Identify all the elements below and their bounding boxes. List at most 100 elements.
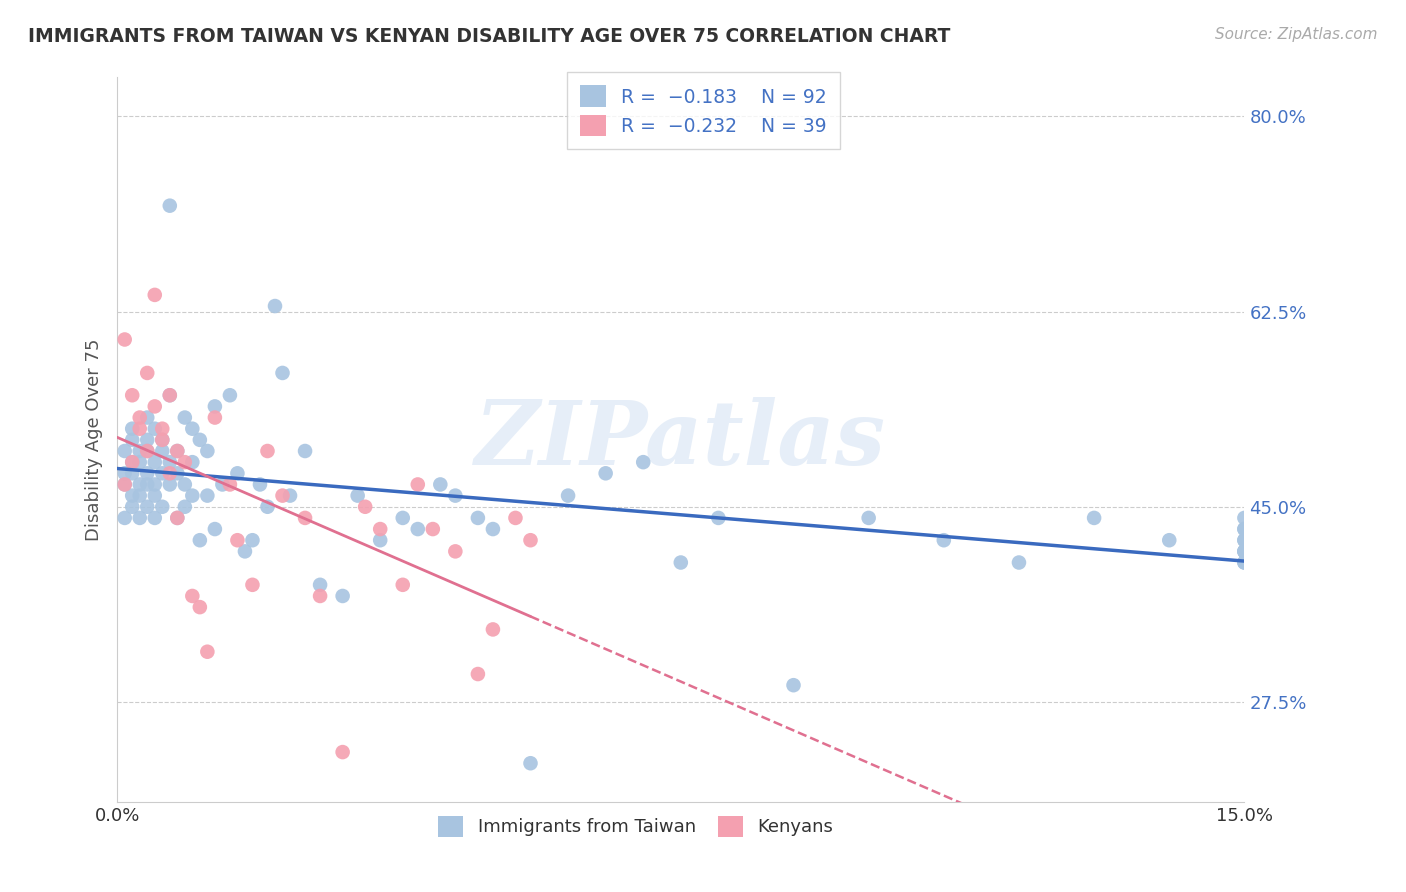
Point bbox=[505, 511, 527, 525]
Point bbox=[406, 522, 429, 536]
Y-axis label: Disability Age Over 75: Disability Age Over 75 bbox=[86, 339, 103, 541]
Point bbox=[173, 477, 195, 491]
Point bbox=[181, 589, 204, 603]
Point bbox=[264, 299, 287, 313]
Point bbox=[159, 388, 181, 402]
Point bbox=[181, 489, 204, 503]
Point bbox=[143, 489, 166, 503]
Point bbox=[173, 500, 195, 514]
Point bbox=[150, 444, 173, 458]
Point bbox=[181, 455, 204, 469]
Point bbox=[309, 578, 332, 592]
Point bbox=[1233, 556, 1256, 570]
Point bbox=[332, 745, 354, 759]
Text: ZIPatlas: ZIPatlas bbox=[475, 397, 886, 483]
Point bbox=[1233, 522, 1256, 536]
Point bbox=[166, 444, 188, 458]
Point bbox=[188, 533, 211, 548]
Point bbox=[150, 433, 173, 447]
Point bbox=[166, 511, 188, 525]
Point bbox=[1233, 544, 1256, 558]
Point bbox=[242, 533, 264, 548]
Point bbox=[1233, 533, 1256, 548]
Point bbox=[136, 477, 159, 491]
Point bbox=[159, 199, 181, 213]
Point bbox=[422, 522, 444, 536]
Point bbox=[114, 444, 136, 458]
Point bbox=[121, 467, 143, 481]
Point bbox=[128, 477, 150, 491]
Point bbox=[256, 500, 278, 514]
Point bbox=[121, 455, 143, 469]
Point bbox=[159, 388, 181, 402]
Point bbox=[121, 489, 143, 503]
Point bbox=[143, 422, 166, 436]
Point bbox=[1233, 556, 1256, 570]
Point bbox=[1233, 533, 1256, 548]
Point bbox=[173, 410, 195, 425]
Point bbox=[143, 400, 166, 414]
Point bbox=[188, 433, 211, 447]
Point bbox=[1159, 533, 1181, 548]
Point bbox=[444, 544, 467, 558]
Point bbox=[782, 678, 804, 692]
Point bbox=[136, 444, 159, 458]
Point bbox=[482, 623, 505, 637]
Point bbox=[159, 455, 181, 469]
Point bbox=[121, 500, 143, 514]
Point bbox=[707, 511, 730, 525]
Point bbox=[519, 756, 541, 771]
Point bbox=[233, 544, 256, 558]
Point bbox=[114, 333, 136, 347]
Point bbox=[519, 533, 541, 548]
Point bbox=[368, 533, 391, 548]
Point bbox=[128, 410, 150, 425]
Point bbox=[159, 467, 181, 481]
Point bbox=[1083, 511, 1105, 525]
Point bbox=[143, 455, 166, 469]
Point bbox=[332, 589, 354, 603]
Point bbox=[150, 500, 173, 514]
Point bbox=[121, 422, 143, 436]
Point bbox=[150, 422, 173, 436]
Point bbox=[150, 433, 173, 447]
Point bbox=[128, 489, 150, 503]
Point bbox=[143, 511, 166, 525]
Point bbox=[406, 477, 429, 491]
Point bbox=[391, 511, 413, 525]
Point bbox=[136, 410, 159, 425]
Point bbox=[150, 467, 173, 481]
Point bbox=[242, 578, 264, 592]
Point bbox=[128, 422, 150, 436]
Point bbox=[188, 600, 211, 615]
Point bbox=[631, 455, 654, 469]
Point bbox=[204, 522, 226, 536]
Point bbox=[249, 477, 271, 491]
Point bbox=[195, 645, 218, 659]
Point bbox=[143, 288, 166, 302]
Point bbox=[444, 489, 467, 503]
Point bbox=[1008, 556, 1031, 570]
Point bbox=[429, 477, 451, 491]
Point bbox=[136, 467, 159, 481]
Point bbox=[159, 477, 181, 491]
Point bbox=[256, 444, 278, 458]
Point bbox=[1233, 544, 1256, 558]
Point bbox=[173, 455, 195, 469]
Point bbox=[219, 388, 242, 402]
Point bbox=[1233, 544, 1256, 558]
Point bbox=[1233, 522, 1256, 536]
Point bbox=[354, 500, 377, 514]
Point bbox=[309, 589, 332, 603]
Point bbox=[226, 533, 249, 548]
Legend: Immigrants from Taiwan, Kenyans: Immigrants from Taiwan, Kenyans bbox=[430, 809, 841, 844]
Point bbox=[211, 477, 233, 491]
Point bbox=[166, 444, 188, 458]
Point bbox=[271, 366, 294, 380]
Point bbox=[128, 444, 150, 458]
Point bbox=[278, 489, 301, 503]
Point bbox=[114, 477, 136, 491]
Point bbox=[346, 489, 368, 503]
Point bbox=[294, 511, 316, 525]
Point bbox=[669, 556, 692, 570]
